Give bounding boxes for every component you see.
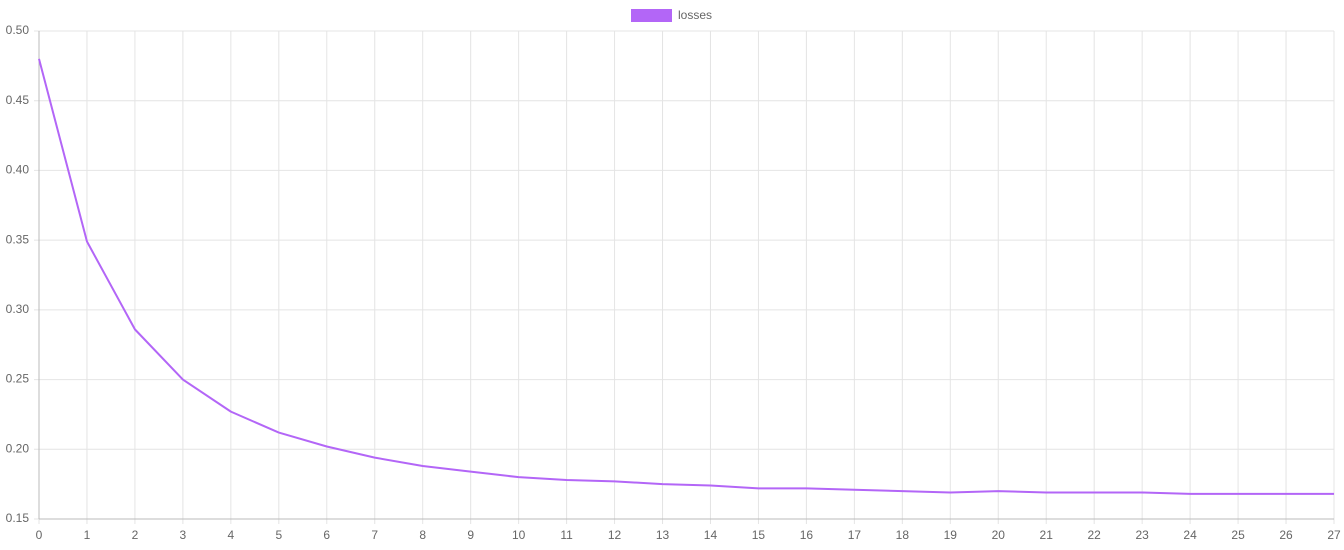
- line: [38, 58, 1334, 495]
- y-tick-label: 0.25: [6, 372, 30, 386]
- x-tick-label: 27: [1327, 528, 1341, 542]
- x-tick-label: 15: [752, 528, 766, 542]
- x-tick-label: 24: [1183, 528, 1197, 542]
- x-tick-label: 17: [848, 528, 862, 542]
- x-tick-label: 11: [560, 528, 573, 542]
- x-tick-label: 18: [896, 528, 910, 542]
- y-tick-label: 0.45: [6, 93, 30, 107]
- x-tick-label: 0: [36, 528, 43, 542]
- x-tick-label: 4: [228, 528, 235, 542]
- y-tick-label: 0.30: [6, 302, 30, 316]
- y-tick-label: 0.20: [6, 441, 30, 455]
- x-tick-label: 1: [84, 528, 91, 542]
- x-tick-label: 16: [800, 528, 814, 542]
- x-tick-label: 25: [1231, 528, 1245, 542]
- legend-swatch: [631, 9, 672, 22]
- x-tick-label: 3: [180, 528, 187, 542]
- x-tick-label: 8: [419, 528, 426, 542]
- x-tick-label: 13: [656, 528, 670, 542]
- y-tick-label: 0.15: [6, 511, 30, 525]
- y-tick-label: 0.40: [6, 163, 30, 177]
- x-tick-label: 10: [512, 528, 526, 542]
- x-tick-label: 12: [608, 528, 622, 542]
- x-tick-label: 14: [704, 528, 718, 542]
- y-tick-label: 0.35: [6, 232, 30, 246]
- x-tick-label: 9: [467, 528, 474, 542]
- x-tick-label: 7: [371, 528, 378, 542]
- x-tick-label: 2: [132, 528, 139, 542]
- x-tick-label: 19: [944, 528, 958, 542]
- legend-label: losses: [678, 8, 712, 22]
- y-tick-label: 0.50: [6, 23, 30, 37]
- x-tick-label: 23: [1135, 528, 1149, 542]
- x-tick-label: 6: [323, 528, 330, 542]
- x-tick-label: 20: [992, 528, 1006, 542]
- x-tick-label: 26: [1279, 528, 1293, 542]
- x-tick-label: 21: [1040, 528, 1054, 542]
- x-tick-label: 22: [1088, 528, 1102, 542]
- x-tick-label: 5: [275, 528, 282, 542]
